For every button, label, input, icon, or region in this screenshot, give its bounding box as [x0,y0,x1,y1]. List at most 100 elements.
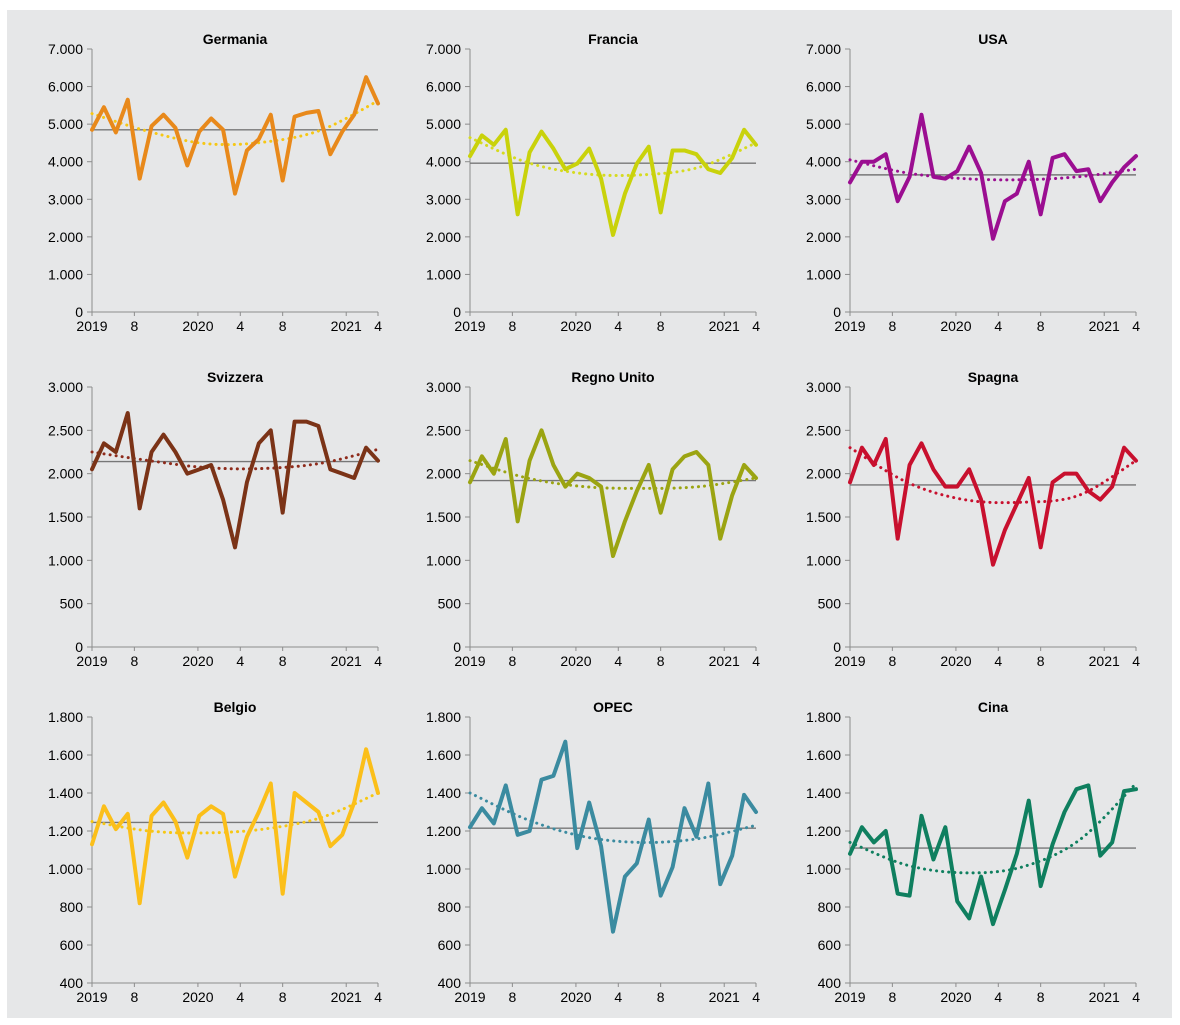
y-tick-label: 2.000 [426,466,461,482]
x-tick-label: 2021 [331,989,362,1005]
x-tick-label: 4 [752,989,760,1005]
y-tick-label: 800 [60,899,84,915]
x-tick-label: 8 [279,653,287,669]
y-tick-label: 400 [60,975,84,991]
y-tick-label: 7.000 [48,41,83,57]
x-tick-label: 8 [130,989,138,1005]
chart-title: Svizzera [207,369,263,385]
x-tick-label: 8 [508,318,516,334]
chart-3: USA 0 1.000 2.000 3.000 4.000 5.000 6.000 7.000 2… [806,31,1140,334]
chart-9: Cina 400 600 800 1.000 1.200 1.400 1.600 1.800 20… [806,699,1140,1005]
y-tick-label: 1.000 [806,861,841,877]
x-tick-label: 2020 [182,653,213,669]
y-tick-label: 2.500 [48,422,83,438]
series-line [468,127,758,237]
x-tick-label: 4 [374,653,382,669]
y-tick-label: 6.000 [806,79,841,95]
y-tick-label: 3.000 [806,379,841,395]
y-tick-label: 0 [75,304,83,320]
y-tick-label: 2.500 [426,422,461,438]
y-tick-label: 0 [453,304,461,320]
y-tick-label: 1.500 [806,509,841,525]
series-line [90,411,380,550]
x-tick-label: 8 [657,989,665,1005]
y-tick-label: 2.000 [806,466,841,482]
x-tick-label: 4 [236,318,244,334]
x-tick-label: 8 [1037,318,1045,334]
y-tick-label: 400 [818,975,842,991]
x-tick-label: 2019 [454,318,485,334]
x-tick-label: 2021 [1089,318,1120,334]
x-tick-label: 2021 [331,318,362,334]
x-tick-label: 8 [508,989,516,1005]
x-tick-label: 8 [508,653,516,669]
x-tick-label: 2020 [182,989,213,1005]
y-tick-label: 4.000 [48,154,83,170]
y-tick-label: 1.000 [48,861,83,877]
x-tick-label: 2019 [76,318,107,334]
x-tick-label: 2020 [940,989,971,1005]
y-tick-label: 0 [833,304,841,320]
x-tick-label: 2020 [940,653,971,669]
y-tick-label: 1.600 [426,747,461,763]
y-tick-label: 1.200 [806,823,841,839]
x-tick-label: 4 [1132,318,1140,334]
chart-title: Francia [588,31,638,47]
x-tick-label: 8 [130,318,138,334]
y-tick-label: 1.200 [48,823,83,839]
series-line [90,75,380,196]
y-tick-label: 1.600 [48,747,83,763]
y-tick-label: 3.000 [426,191,461,207]
x-tick-label: 4 [1132,653,1140,669]
y-tick-label: 7.000 [426,41,461,57]
y-tick-label: 1.800 [48,709,83,725]
y-tick-label: 1.000 [806,266,841,282]
x-tick-label: 2020 [940,318,971,334]
x-tick-label: 8 [279,989,287,1005]
y-tick-label: 2.500 [806,422,841,438]
x-tick-label: 2021 [1089,989,1120,1005]
series-line [468,428,758,558]
y-tick-label: 2.000 [426,229,461,245]
x-tick-label: 2021 [709,989,740,1005]
chart-title: Cina [978,699,1009,715]
x-tick-label: 4 [374,989,382,1005]
x-tick-label: 4 [236,653,244,669]
y-tick-label: 7.000 [806,41,841,57]
x-tick-label: 2020 [560,653,591,669]
x-tick-label: 8 [279,318,287,334]
y-tick-label: 3.000 [426,379,461,395]
y-tick-label: 5.000 [48,116,83,132]
y-tick-label: 5.000 [806,116,841,132]
y-tick-label: 0 [453,639,461,655]
y-tick-label: 600 [438,937,462,953]
x-tick-label: 2019 [76,653,107,669]
y-tick-label: 1.800 [426,709,461,725]
chart-title: Regno Unito [571,369,654,385]
chart-6: Spagna 0 500 1.000 1.500 2.000 2.500 3.000 2019 8… [806,369,1140,669]
y-tick-label: 3.000 [48,379,83,395]
y-tick-label: 1.000 [806,552,841,568]
series-line [468,739,758,934]
x-tick-label: 8 [888,318,896,334]
x-tick-label: 4 [1132,989,1140,1005]
y-tick-label: 1.000 [426,552,461,568]
chart-panel [7,10,1172,1018]
chart-title: OPEC [593,699,633,715]
trend-line [90,791,380,835]
y-tick-label: 2.000 [806,229,841,245]
x-tick-label: 2021 [709,653,740,669]
x-tick-label: 2021 [709,318,740,334]
y-tick-label: 3.000 [806,191,841,207]
trend-line [468,459,758,490]
x-tick-label: 4 [994,989,1002,1005]
x-tick-label: 8 [657,318,665,334]
x-tick-label: 2019 [454,989,485,1005]
y-tick-label: 1.400 [426,785,461,801]
x-tick-label: 4 [752,653,760,669]
y-tick-label: 4.000 [426,154,461,170]
trend-line [90,99,380,147]
x-tick-label: 2020 [182,318,213,334]
y-tick-label: 600 [60,937,84,953]
y-tick-label: 1.500 [426,509,461,525]
